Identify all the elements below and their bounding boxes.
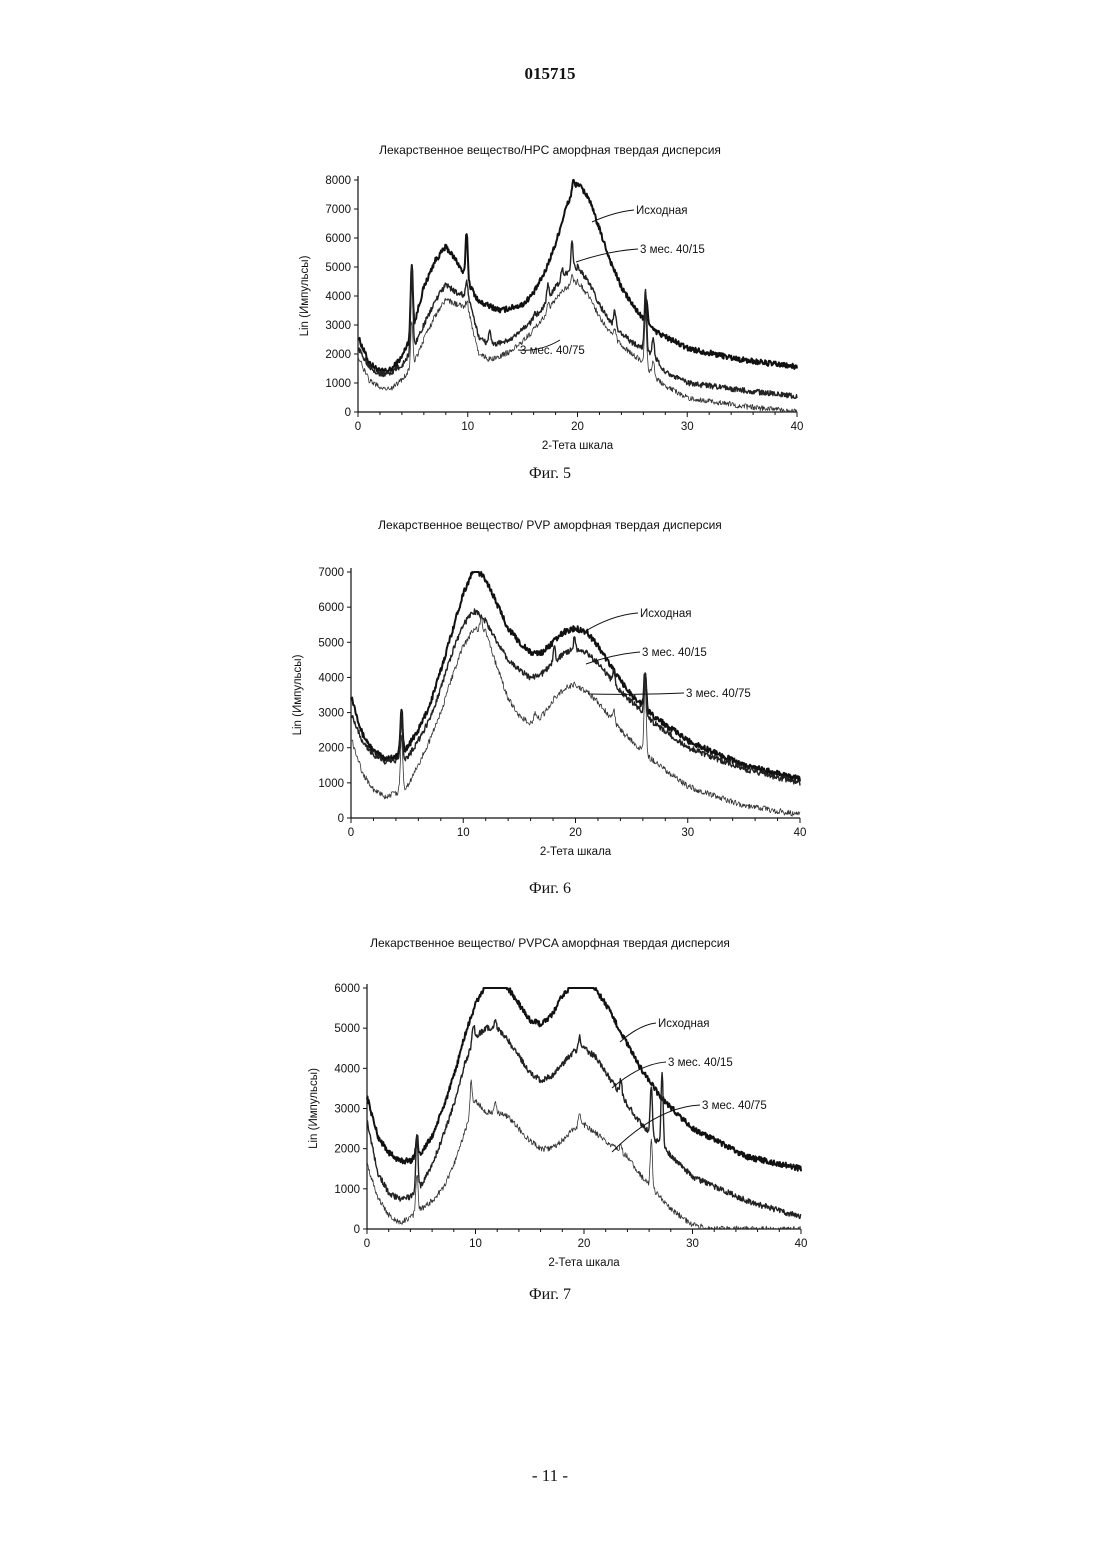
xrd-chart-fig7: 0 1000 2000 3000 4000 5000 6000 0 10 20 30 40 2-Тета… — [0, 0, 1100, 1290]
series-annotation-label: Исходная — [658, 1018, 709, 1030]
y-tick-label: 4000 — [334, 1063, 360, 1075]
x-axis-label: 2-Тета шкала — [548, 1257, 620, 1269]
x-tick-label: 20 — [578, 1238, 591, 1250]
page-number: - 11 - — [0, 1466, 1100, 1486]
x-tick-label: 40 — [795, 1238, 808, 1250]
series-line — [367, 1020, 801, 1219]
figure-caption: Фиг. 7 — [0, 1286, 1100, 1304]
series-annotation-label: 3 мес. 40/75 — [702, 1100, 767, 1112]
y-tick-label: 6000 — [334, 983, 360, 995]
y-tick-label: 2000 — [334, 1144, 360, 1156]
y-tick-label: 1000 — [334, 1184, 360, 1196]
series-annotation-label: 3 мес. 40/15 — [668, 1057, 733, 1069]
y-axis-label: Lin (Импульсы) — [308, 1068, 320, 1149]
series-line — [367, 988, 801, 1171]
annotation-leader — [612, 1105, 700, 1152]
x-tick-label: 0 — [364, 1238, 370, 1250]
y-tick-label: 5000 — [334, 1023, 360, 1035]
y-tick-label: 3000 — [334, 1104, 360, 1116]
x-tick-label: 30 — [686, 1238, 699, 1250]
x-tick-label: 10 — [469, 1238, 482, 1250]
y-tick-label: 0 — [354, 1224, 360, 1236]
